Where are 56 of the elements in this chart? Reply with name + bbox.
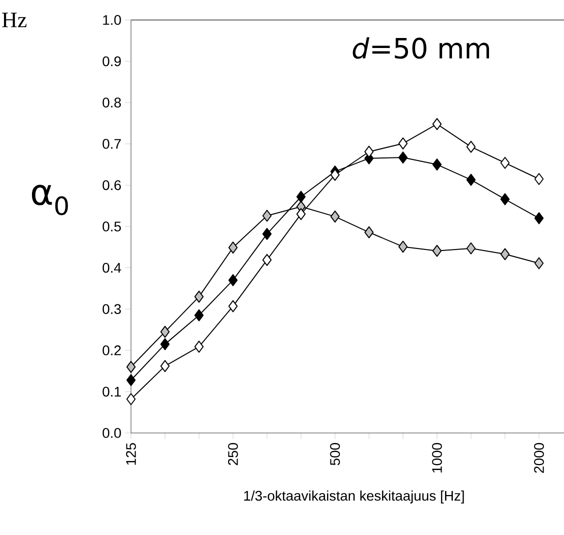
point xyxy=(160,326,170,338)
y-tick-label: 0.3 xyxy=(102,304,121,314)
point xyxy=(160,360,170,372)
point xyxy=(466,174,476,186)
point xyxy=(432,158,442,171)
y-tick-label: 0.1 xyxy=(102,386,121,397)
x-tick-label: 500 xyxy=(330,443,340,466)
point xyxy=(466,242,476,254)
point xyxy=(126,374,136,386)
y-tick-label: 0.6 xyxy=(102,180,121,190)
point xyxy=(534,257,544,270)
x-tick-label: 2000 xyxy=(534,443,544,473)
point xyxy=(262,254,272,266)
point xyxy=(194,309,204,322)
point xyxy=(398,152,408,164)
point xyxy=(534,212,544,224)
x-axis-title: 1/3-oktaavikaistan keskitaajuus [Hz] xyxy=(244,490,464,504)
point xyxy=(466,140,476,153)
point xyxy=(330,168,340,181)
point xyxy=(160,338,170,350)
x-tick-label: 1000 xyxy=(432,443,442,472)
point xyxy=(228,242,238,254)
x-tick-label: 125 xyxy=(126,443,136,465)
point xyxy=(398,240,408,253)
point xyxy=(296,208,306,220)
point xyxy=(330,210,340,223)
y-tick-label: 0.2 xyxy=(102,345,121,356)
point xyxy=(194,340,204,353)
point xyxy=(432,118,442,130)
point xyxy=(364,226,374,238)
point xyxy=(398,137,408,150)
point xyxy=(126,360,136,373)
x-tick-label: 250 xyxy=(228,443,238,466)
point xyxy=(228,300,238,312)
point xyxy=(432,244,442,257)
point xyxy=(364,146,374,158)
point xyxy=(296,190,306,203)
y-tick-label: 0.4 xyxy=(102,262,122,273)
y-axis-title: α$_{0}$ xyxy=(32,184,68,216)
y-tick-label: 0.9 xyxy=(102,56,121,66)
point xyxy=(228,274,238,286)
y-tick-label: 1.0 xyxy=(103,15,121,25)
point xyxy=(534,172,544,185)
y-tick-label: 0.0 xyxy=(102,428,121,438)
point xyxy=(500,193,510,206)
y-tick-label: 0.5 xyxy=(102,222,121,232)
point xyxy=(500,156,510,169)
y-tick-label: 0.7 xyxy=(102,138,121,149)
point xyxy=(126,393,136,406)
point xyxy=(262,210,272,222)
y-tick-label: 0.8 xyxy=(102,98,121,108)
point xyxy=(262,228,272,240)
annotation: d=50 mm xyxy=(352,37,490,59)
text: Hz xyxy=(2,12,26,28)
point xyxy=(500,248,510,260)
point xyxy=(194,290,204,303)
